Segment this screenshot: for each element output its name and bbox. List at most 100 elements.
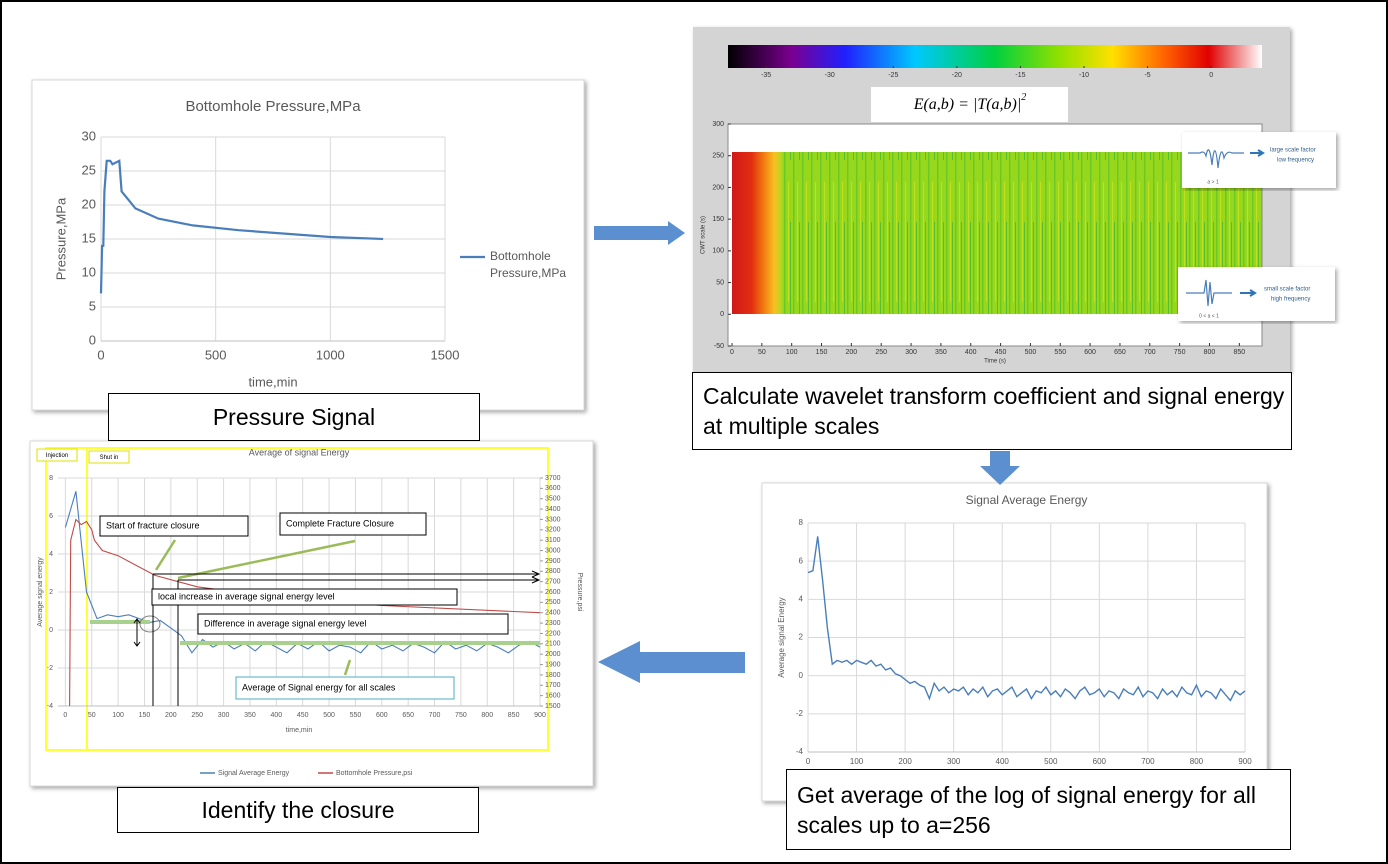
x-tick-label: 850 [508,712,520,719]
annotation: Average of Signal energy for all scales [242,682,396,692]
y-tick-label: -4 [796,747,804,756]
pointer [177,539,356,580]
x-tick-label: 200 [846,349,858,356]
x-tick-label: 50 [758,349,766,356]
x-tick-label: 500 [1025,349,1037,356]
caption: Identify the closure [117,787,479,833]
y-tick-label: -50 [714,343,724,350]
legend-label: Bottomhole Pressure,psi [336,770,413,777]
x-tick-label: 900 [534,712,546,719]
y-tick-label: 15 [82,230,96,245]
y-axis-label: Average signal energy [37,557,44,627]
y2-axis-label: Pressure,psi [576,573,583,612]
colorbar-tick-label: -10 [1079,72,1089,79]
x-tick-label: 1000 [316,347,345,362]
x-tick-label: 900 [1238,757,1252,766]
x-tick-label: 300 [905,349,917,356]
legend-label: Bottomhole Pressure,MPa [490,249,567,280]
y2-tick-label: 2700 [545,578,561,585]
x-tick-label: 0 [806,757,811,766]
caption: Pressure Signal [108,393,480,441]
energy-panel [761,482,1268,802]
colorbar-tick-label: -30 [825,72,835,79]
x-tick-label: 150 [139,712,151,719]
diff-arrow [133,618,141,647]
highlight [139,615,161,633]
annotation: Start of fracture closure [106,520,200,530]
y2-tick-label: 1600 [545,692,561,699]
pointer [154,539,177,571]
y2-tick-label: 3300 [545,516,561,523]
y2-tick-label: 1500 [545,703,561,710]
x-tick-label: 650 [402,712,414,719]
y-tick-label: 25 [82,162,96,177]
y2-tick-label: 2500 [545,599,561,606]
x-tick-label: 600 [1093,757,1107,766]
shut-in-tag [88,450,130,464]
inset-text: high frequency [1271,297,1310,303]
y-tick-label: -4 [47,703,53,710]
injection-tag [36,448,78,462]
y2-tick-label: 1800 [545,672,561,679]
y-tick-label: 50 [716,279,724,286]
inset-text: small scale factor [1264,287,1310,293]
inset-small [1178,267,1335,321]
formula: E(a,b) = |T(a,b)|2 [913,92,1027,112]
y2-tick-label: 3100 [545,537,561,544]
x-tick-label: 300 [947,757,961,766]
legend: Bottomhole Pressure,MPa [490,249,567,280]
colorbar-tick-label: -15 [1015,72,1025,79]
formula-power: 2 [1021,92,1026,103]
x-axis-label: Time (s) [984,359,1006,365]
y-tick-label: 8 [49,475,53,482]
wavelet-narrow [1186,279,1232,307]
annotation-box [197,613,509,635]
y2-tick-label: 2100 [545,641,561,648]
caption: Calculate wavelet transform coefficient … [692,372,1292,450]
x-tick-label: 250 [875,349,887,356]
heatmap-low [732,152,1262,314]
y-tick-label: 20 [82,196,96,211]
y-tick-label: 2 [799,633,804,642]
y2-tick-label: 2400 [545,610,561,617]
region-label: Injection [46,453,68,459]
y-tick-label: 10 [82,264,96,279]
y-tick-label: 0 [49,627,53,634]
x-tick-label: 850 [1233,349,1245,356]
y2-tick-label: 1700 [545,682,561,689]
x-tick-label: 450 [995,349,1007,356]
y-tick-label: 4 [49,551,53,558]
x-tick-label: 750 [455,712,467,719]
annotation: Difference in average signal energy leve… [204,618,366,628]
y-axis-label: Average signal Energy [777,597,786,677]
x-tick-label: 350 [244,712,256,719]
x-tick-label: 800 [1190,757,1204,766]
y-tick-label: 150 [712,216,724,223]
y2-tick-label: 3500 [545,496,561,503]
y-tick-label: 0 [720,311,724,318]
arrow-head [531,570,541,578]
x-tick-label: 700 [1144,349,1156,356]
wavelet-wide [1188,149,1244,169]
colorbar-tick-label: -25 [888,72,898,79]
x-tick-label: 550 [350,712,362,719]
y-tick-label: 250 [712,153,724,160]
formula-text: E(a,b) = |T(a,b)| [913,96,1022,113]
y-tick-label: 300 [712,121,724,128]
x-tick-label: 200 [165,712,177,719]
series-line [807,536,1246,702]
annotation-box [279,512,427,536]
x-tick-label: 200 [898,757,912,766]
heatmap-high [732,152,782,314]
y2-tick-label: 1900 [545,661,561,668]
x-axis-label: time,min [248,374,297,389]
inset-large [1182,132,1336,188]
colorbar-tick-label: -35 [761,72,771,79]
y-tick-label: 100 [712,248,724,255]
x-tick-label: 600 [1084,349,1096,356]
pressure-panel [31,79,585,411]
inset-text: large scale factor [1270,148,1316,154]
